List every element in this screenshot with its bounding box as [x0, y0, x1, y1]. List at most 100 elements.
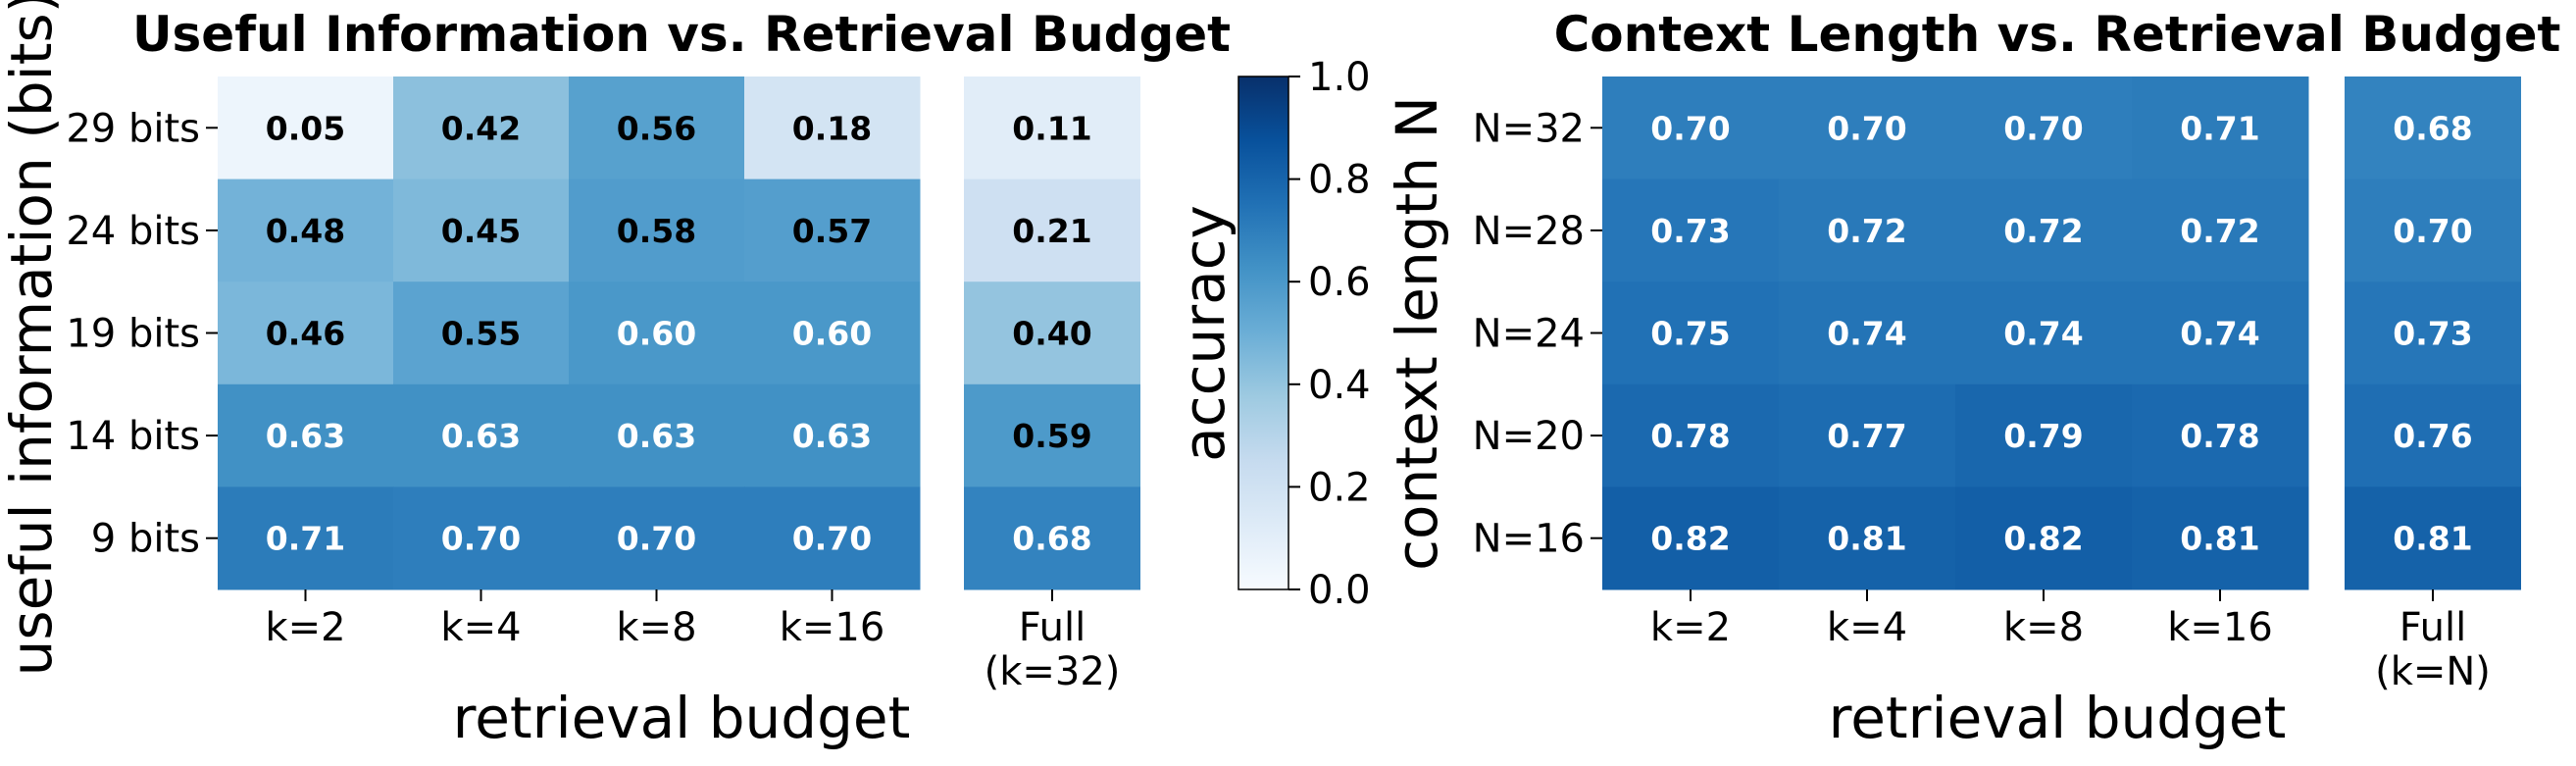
chart-title: Context Length vs. Retrieval Budget — [1554, 6, 2561, 63]
x-tick-label: k=8 — [2003, 605, 2084, 650]
heatmap-cell — [1779, 486, 1956, 590]
heatmap-cell — [218, 179, 394, 282]
colorbar-tick-label: 0.4 — [1308, 363, 1371, 408]
cell-value-label: 0.76 — [2393, 417, 2472, 455]
context-length-heatmap: Context Length vs. Retrieval Budget 0.70… — [1384, 6, 2560, 751]
y-axis-label: context length N — [1384, 96, 1450, 571]
heatmap-cell — [218, 77, 394, 180]
cell-value-label: 0.63 — [792, 417, 872, 455]
full-column-cell — [964, 486, 1140, 590]
cell-value-label: 0.81 — [2393, 520, 2472, 558]
x-tick-label: k=16 — [780, 605, 885, 650]
cell-value-label: 0.81 — [1827, 520, 1906, 558]
cell-value-label: 0.77 — [1827, 417, 1906, 455]
cell-value-label: 0.82 — [2003, 520, 2083, 558]
cell-value-label: 0.05 — [266, 109, 345, 147]
full-column-cell — [2345, 383, 2521, 487]
heatmap-cells: 0.70 0.70 0.70 0.71 0.73 0.72 0.72 0.72 0.75 0.74… — [1602, 77, 2309, 590]
cell-value-label: 0.72 — [2003, 212, 2083, 250]
full-column-cells: 0.68 0.70 0.73 0.76 0.81 — [2345, 77, 2521, 590]
cell-value-label: 0.78 — [2180, 417, 2259, 455]
full-column-cell — [2345, 77, 2521, 180]
x-tick-labels: k=2 k=4 k=8 k=16 Full(k=32) — [265, 589, 1120, 694]
heatmap-cell — [569, 383, 745, 487]
cell-value-label: 0.70 — [2003, 109, 2083, 147]
heatmap-cell — [1602, 486, 1780, 590]
heatmap-cell — [1779, 77, 1956, 180]
cell-value-label: 0.82 — [1650, 520, 1730, 558]
chart-title: Useful Information vs. Retrieval Budget — [132, 6, 1231, 63]
heatmap-cell — [393, 179, 570, 282]
cell-value-label: 0.70 — [1827, 109, 1906, 147]
heatmap-cell — [1602, 281, 1780, 385]
x-tick-label: k=4 — [1827, 605, 1907, 650]
y-tick-label: N=24 — [1473, 312, 1585, 357]
full-column-cell — [964, 77, 1140, 180]
heatmap-cell — [393, 77, 570, 180]
y-axis-label: useful information (bits) — [0, 0, 65, 676]
heatmap-cell — [569, 281, 745, 385]
heatmap-cell — [1955, 281, 2133, 385]
cell-value-label: 0.11 — [1012, 109, 1091, 147]
heatmap-cell — [2132, 281, 2309, 385]
colorbar-tick-label: 0.8 — [1308, 158, 1371, 203]
y-tick-label: N=16 — [1473, 517, 1585, 562]
heatmap-cell — [1955, 486, 2133, 590]
heatmap-cell — [569, 77, 745, 180]
full-column-cell — [964, 281, 1140, 385]
cell-value-label: 0.68 — [1012, 520, 1091, 558]
full-column-cell — [2345, 179, 2521, 282]
cell-value-label: 0.71 — [2180, 109, 2259, 147]
cell-value-label: 0.58 — [617, 212, 696, 250]
y-tick-label: N=32 — [1473, 106, 1585, 151]
y-tick-label: 24 bits — [66, 209, 200, 254]
cell-value-label: 0.71 — [266, 520, 345, 558]
heatmap-cell — [744, 486, 921, 590]
full-column-cells: 0.11 0.21 0.40 0.59 0.68 — [964, 77, 1140, 590]
cell-value-label: 0.68 — [2393, 109, 2472, 147]
cell-value-label: 0.74 — [2003, 315, 2083, 353]
heatmap-cell — [1602, 179, 1780, 282]
cell-value-label: 0.63 — [617, 417, 696, 455]
heatmap-cell — [1602, 77, 1780, 180]
cell-value-label: 0.55 — [441, 315, 521, 353]
heatmap-cell — [744, 77, 921, 180]
cell-value-label: 0.81 — [2180, 520, 2259, 558]
heatmap-cell — [1779, 281, 1956, 385]
cell-value-label: 0.72 — [2180, 212, 2259, 250]
heatmap-cells: 0.05 0.42 0.56 0.18 0.48 0.45 0.58 0.57 0.46 0.55… — [218, 77, 921, 590]
cell-value-label: 0.70 — [617, 520, 696, 558]
heatmap-cell — [744, 281, 921, 385]
colorbar-ticks: 0.0 0.2 0.4 0.6 0.8 1.0 — [1288, 55, 1371, 613]
colorbar-gradient — [1237, 76, 1289, 590]
cell-value-label: 0.60 — [792, 315, 872, 353]
heatmap-cell — [2132, 77, 2309, 180]
heatmap-cell — [2132, 179, 2309, 282]
heatmap-cell — [393, 281, 570, 385]
cell-value-label: 0.63 — [441, 417, 521, 455]
cell-value-label: 0.60 — [617, 315, 696, 353]
heatmap-cell — [2132, 486, 2309, 590]
colorbar-label: accuracy — [1171, 205, 1237, 462]
cell-value-label: 0.56 — [617, 109, 696, 147]
heatmap-cell — [218, 383, 394, 487]
cell-value-label: 0.57 — [792, 212, 872, 250]
full-column-cell — [964, 179, 1140, 282]
x-tick-label: k=2 — [265, 605, 345, 650]
heatmap-cell — [569, 179, 745, 282]
cell-value-label: 0.42 — [441, 109, 521, 147]
x-tick-label: k=2 — [1650, 605, 1731, 650]
heatmap-cell — [744, 383, 921, 487]
cell-value-label: 0.74 — [1827, 315, 1906, 353]
cell-value-label: 0.73 — [2393, 315, 2472, 353]
full-column-cell — [964, 383, 1140, 487]
cell-value-label: 0.70 — [441, 520, 521, 558]
x-tick-label: k=16 — [2167, 605, 2273, 650]
x-tick-label: k=4 — [440, 605, 521, 650]
cell-value-label: 0.73 — [1650, 212, 1730, 250]
y-tick-label: 29 bits — [66, 106, 200, 151]
cell-value-label: 0.46 — [266, 315, 345, 353]
cell-value-label: 0.79 — [2003, 417, 2083, 455]
y-tick-label: 9 bits — [91, 517, 200, 562]
